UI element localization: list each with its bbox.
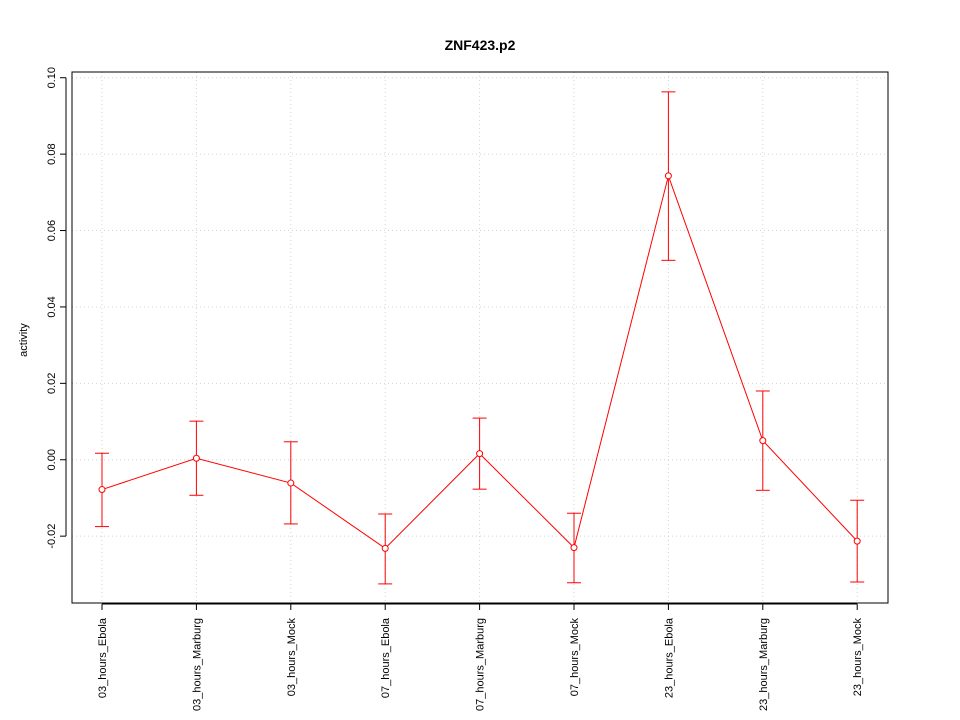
x-tick-label: 03_hours_Mock	[286, 618, 298, 697]
x-tick-label: 07_hours_Marburg	[475, 618, 487, 711]
series-marks	[95, 91, 865, 585]
x-axis: 03_hours_Ebola 03_hours_Marburg 03_hours_M…	[97, 603, 864, 711]
plot-frame	[71, 71, 889, 604]
grid	[72, 72, 888, 603]
x-tick-label: 07_hours_Ebola	[380, 617, 392, 698]
chart-title: ZNF423.p2	[445, 37, 516, 53]
y-tick-label: -0.02	[46, 524, 58, 549]
y-tick-label: 0.06	[46, 220, 58, 241]
data-point	[476, 450, 484, 458]
data-point	[759, 437, 767, 445]
data-point	[664, 172, 672, 180]
data-point	[192, 454, 200, 462]
y-tick-label: 0.10	[46, 67, 58, 88]
y-tick-label: 0.00	[46, 449, 58, 470]
data-point	[287, 479, 295, 487]
x-tick-label: 07_hours_Mock	[569, 618, 581, 697]
y-axis: 0.10 0.08 0.06 0.04 0.02 0.00 -0.02	[46, 67, 67, 549]
data-point	[570, 544, 578, 552]
x-tick-label: 23_hours_Mock	[852, 618, 864, 697]
x-tick-label: 23_hours_Ebola	[663, 617, 675, 698]
x-tick-label: 03_hours_Ebola	[97, 617, 109, 698]
data-point	[853, 537, 861, 545]
x-tick-label: 03_hours_Marburg	[191, 618, 203, 711]
y-tick-label: 0.02	[46, 373, 58, 394]
x-tick-label: 23_hours_Marburg	[758, 618, 770, 711]
y-tick-label: 0.04	[46, 296, 58, 317]
data-point	[381, 544, 389, 552]
y-axis-label: activity	[18, 323, 30, 357]
y-tick-label: 0.08	[46, 143, 58, 164]
data-point	[98, 486, 106, 494]
